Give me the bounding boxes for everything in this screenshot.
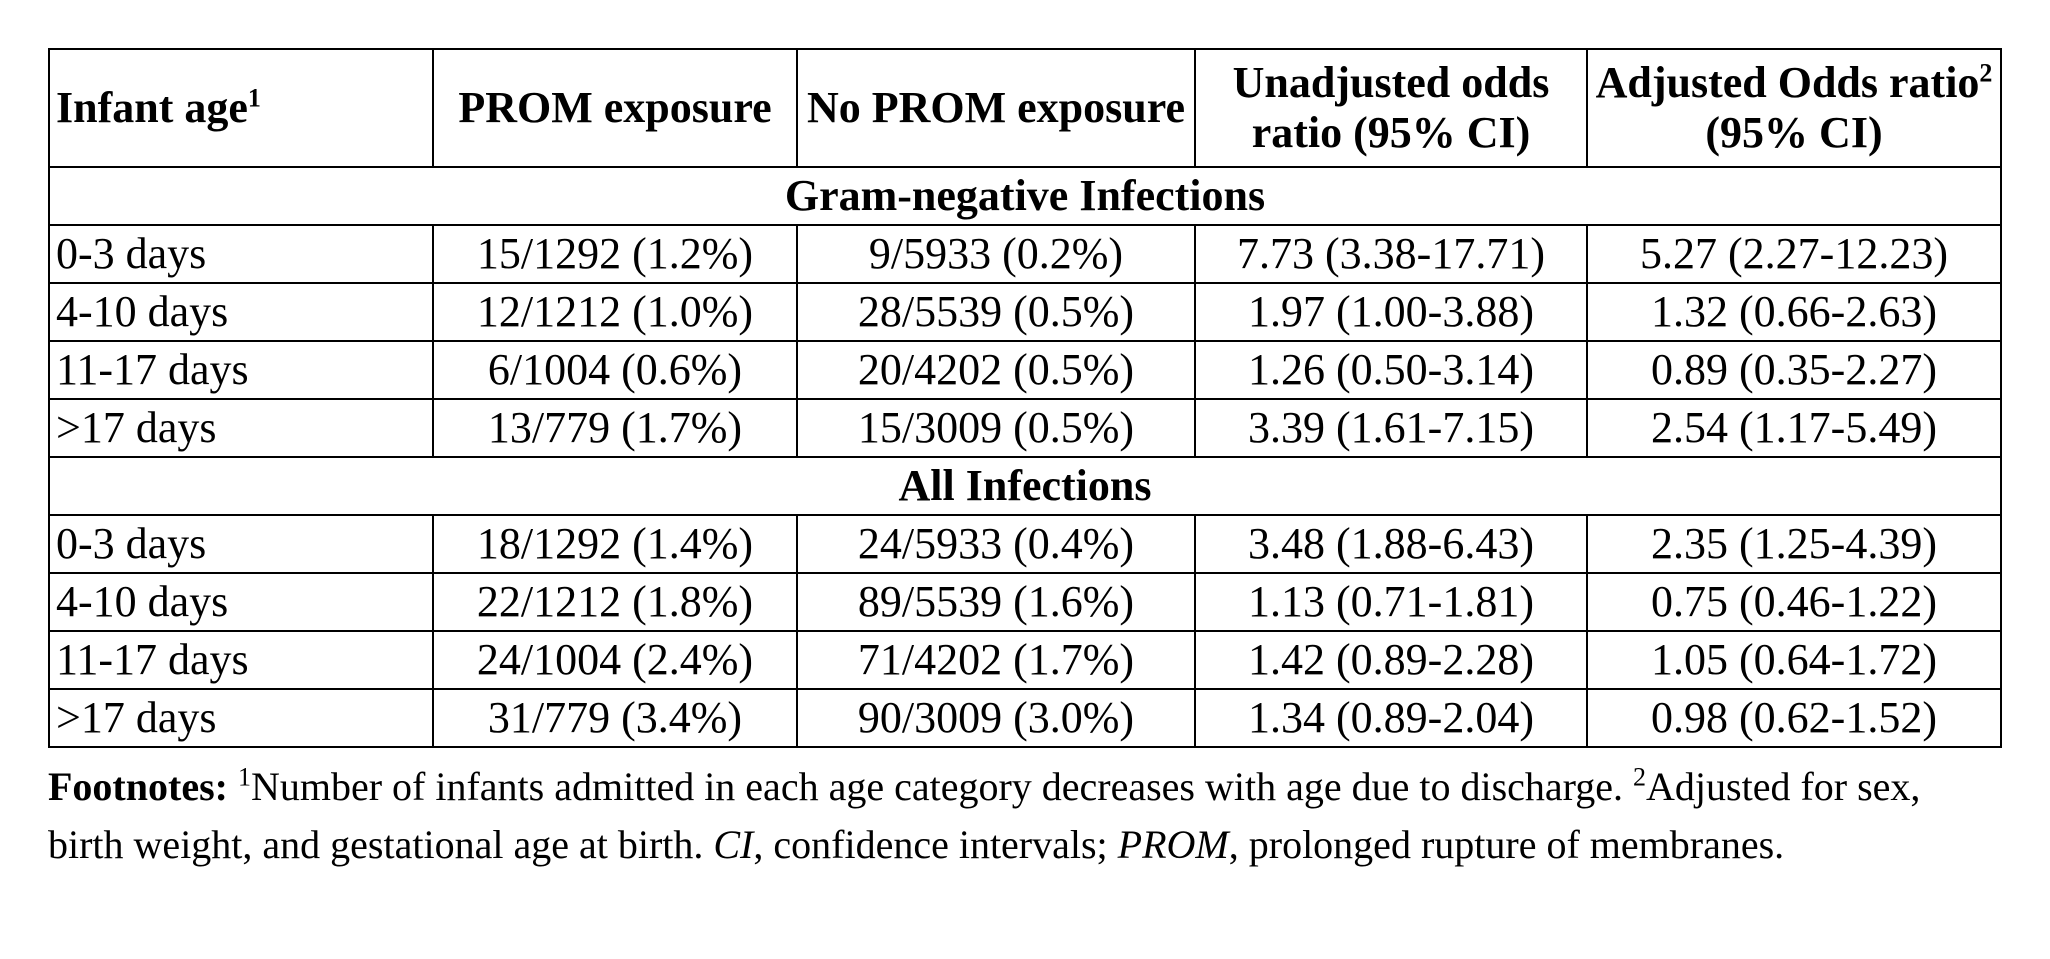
table-cell: 71/4202 (1.7%): [796, 630, 1196, 690]
table-cell: 3.39 (1.61-7.15): [1194, 398, 1588, 458]
table-cell: 22/1212 (1.8%): [432, 572, 798, 632]
table-cell: 12/1212 (1.0%): [432, 282, 798, 342]
table-row: 4-10 days 12/1212 (1.0%) 28/5539 (0.5%) 1.9…: [48, 282, 2002, 342]
table-row: 0-3 days 18/1292 (1.4%) 24/5933 (0.4%) 3.48…: [48, 514, 2002, 574]
table-row: 11-17 days 6/1004 (0.6%) 20/4202 (0.5%) 1.2…: [48, 340, 2002, 400]
section-row: All Infections: [48, 456, 2002, 516]
footnote-2-text: Adjusted for sex, birth weight, and gest…: [48, 764, 1921, 867]
abbr-prom: PROM: [1117, 822, 1229, 867]
header-sup: 1: [247, 83, 261, 113]
abbr-prom-text: , prolonged rupture of membranes.: [1228, 822, 1785, 867]
table-cell: 90/3009 (3.0%): [796, 688, 1196, 748]
age-cell: 4-10 days: [48, 282, 434, 342]
table-body: Gram-negative Infections 0-3 days 15/1292 …: [48, 166, 2002, 748]
table-cell: 18/1292 (1.4%): [432, 514, 798, 574]
table-row: 4-10 days 22/1212 (1.8%) 89/5539 (1.6%) 1.1…: [48, 572, 2002, 632]
header-text: PROM exposure: [458, 83, 772, 132]
table-row: >17 days 13/779 (1.7%) 15/3009 (0.5%) 3.39 …: [48, 398, 2002, 458]
header-row: Infant age1 PROM exposure No PROM exposu…: [48, 48, 2002, 168]
age-cell: >17 days: [48, 688, 434, 748]
abbr-ci-text: , confidence intervals;: [753, 822, 1108, 867]
table-cell: 24/5933 (0.4%): [796, 514, 1196, 574]
table-cell: 31/779 (3.4%): [432, 688, 798, 748]
header-text: Unadjusted odds ratio (95% CI): [1232, 58, 1550, 157]
table-cell: 0.98 (0.62-1.52): [1586, 688, 2002, 748]
table-cell: 1.34 (0.89-2.04): [1194, 688, 1588, 748]
section-title: All Infections: [48, 456, 2002, 516]
footnotes: Footnotes: 1Number of infants admitted i…: [48, 758, 2000, 874]
results-table: Infant age1 PROM exposure No PROM exposu…: [48, 48, 2002, 748]
table-row: 0-3 days 15/1292 (1.2%) 9/5933 (0.2%) 7.73 …: [48, 224, 2002, 284]
table-cell: 3.48 (1.88-6.43): [1194, 514, 1588, 574]
footnote-2-marker: 2: [1633, 762, 1647, 792]
age-cell: 0-3 days: [48, 224, 434, 284]
table-row: >17 days 31/779 (3.4%) 90/3009 (3.0%) 1.34 …: [48, 688, 2002, 748]
header-sup: 2: [1979, 58, 1993, 88]
table-cell: 28/5539 (0.5%): [796, 282, 1196, 342]
table-cell: 20/4202 (0.5%): [796, 340, 1196, 400]
table-cell: 13/779 (1.7%): [432, 398, 798, 458]
table-cell: 1.13 (0.71-1.81): [1194, 572, 1588, 632]
footnote-1-marker: 1: [237, 762, 251, 792]
age-cell: 4-10 days: [48, 572, 434, 632]
abbr-ci: CI: [713, 822, 754, 867]
table-cell: 7.73 (3.38-17.71): [1194, 224, 1588, 284]
age-cell: 11-17 days: [48, 630, 434, 690]
table-cell: 6/1004 (0.6%): [432, 340, 798, 400]
table-row: 11-17 days 24/1004 (2.4%) 71/4202 (1.7%) 1.…: [48, 630, 2002, 690]
table-cell: 1.26 (0.50-3.14): [1194, 340, 1588, 400]
table-cell: 89/5539 (1.6%): [796, 572, 1196, 632]
table-cell: 0.89 (0.35-2.27): [1586, 340, 2002, 400]
header-unadjusted-odds: Unadjusted odds ratio (95% CI): [1194, 48, 1588, 168]
table-cell: 1.32 (0.66-2.63): [1586, 282, 2002, 342]
table-cell: 5.27 (2.27-12.23): [1586, 224, 2002, 284]
footnote-1-text: Number of infants admitted in each age c…: [250, 764, 1624, 809]
section-row: Gram-negative Infections: [48, 166, 2002, 226]
header-text: Infant age: [56, 83, 248, 132]
age-cell: >17 days: [48, 398, 434, 458]
header-prom-exposure: PROM exposure: [432, 48, 798, 168]
table-cell: 24/1004 (2.4%): [432, 630, 798, 690]
table-cell: 1.05 (0.64-1.72): [1586, 630, 2002, 690]
table-cell: 0.75 (0.46-1.22): [1586, 572, 2002, 632]
age-cell: 11-17 days: [48, 340, 434, 400]
table-cell: 15/1292 (1.2%): [432, 224, 798, 284]
section-title: Gram-negative Infections: [48, 166, 2002, 226]
table-cell: 2.35 (1.25-4.39): [1586, 514, 2002, 574]
age-cell: 0-3 days: [48, 514, 434, 574]
table-cell: 2.54 (1.17-5.49): [1586, 398, 2002, 458]
table-cell: 9/5933 (0.2%): [796, 224, 1196, 284]
table-cell: 1.42 (0.89-2.28): [1194, 630, 1588, 690]
header-text: No PROM exposure: [806, 83, 1186, 132]
header-adjusted-odds: Adjusted Odds ratio2 (95% CI): [1586, 48, 2002, 168]
header-text-tail: (95% CI): [1705, 108, 1883, 157]
header-no-prom-exposure: No PROM exposure: [796, 48, 1196, 168]
table-cell: 15/3009 (0.5%): [796, 398, 1196, 458]
document: Infant age1 PROM exposure No PROM exposu…: [48, 48, 2002, 874]
header-text: Adjusted Odds ratio: [1595, 58, 1980, 107]
header-infant-age: Infant age1: [48, 48, 434, 168]
table-cell: 1.97 (1.00-3.88): [1194, 282, 1588, 342]
footnotes-label: Footnotes:: [48, 764, 228, 809]
